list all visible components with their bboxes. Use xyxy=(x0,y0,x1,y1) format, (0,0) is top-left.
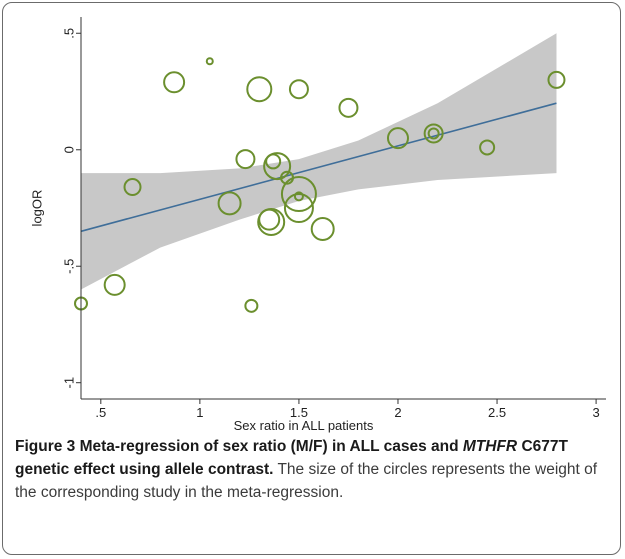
data-point-3 xyxy=(123,178,142,197)
data-point-7 xyxy=(235,149,256,170)
data-point-16 xyxy=(283,193,314,223)
data-point-8 xyxy=(244,298,259,313)
data-point-22 xyxy=(423,123,444,144)
x-tick-label-4: 2 xyxy=(394,405,401,420)
x-tick-label-5: 2.5 xyxy=(488,405,506,420)
x-tick-label-3: 1.5 xyxy=(290,405,308,420)
data-point-20 xyxy=(338,97,359,118)
data-point-15 xyxy=(280,176,317,213)
data-point-11 xyxy=(257,207,286,236)
x-axis-title: Sex ratio in ALL patients xyxy=(234,418,374,433)
y-tick-label-4: .5 xyxy=(62,28,77,39)
caption-body: The size of the circles represents the w… xyxy=(15,461,598,501)
scatter-chart: .5 1 1.5 2 2.5 3 -1 -.5 0 .5 Sex ratio in ALL pati… xyxy=(30,17,606,433)
y-axis-title: logOR xyxy=(30,190,45,227)
data-point-19 xyxy=(310,216,335,241)
data-point-25 xyxy=(547,70,566,89)
x-tick-label-1: .5 xyxy=(95,405,106,420)
y-tick-label-3: 0 xyxy=(62,146,77,153)
data-point-13 xyxy=(263,152,292,181)
x-tick-label-2: 1 xyxy=(196,405,203,420)
figure-caption: Figure 3 Meta-regression of sex ratio (M… xyxy=(15,435,609,504)
data-point-9 xyxy=(246,76,273,103)
data-point-4 xyxy=(163,71,186,94)
confidence-band xyxy=(81,33,557,290)
y-tick-label-2: -.5 xyxy=(62,259,77,274)
data-point-5 xyxy=(205,57,214,66)
data-point-23 xyxy=(427,127,440,140)
figure-card: .5 1 1.5 2 2.5 3 -1 -.5 0 .5 Sex ratio in ALL pati… xyxy=(2,2,621,555)
data-point-2 xyxy=(103,273,126,296)
data-point-24 xyxy=(479,139,496,156)
x-tick-label-6: 3 xyxy=(592,405,599,420)
data-point-17 xyxy=(293,191,304,202)
y-tick-label-1: -1 xyxy=(62,377,77,389)
caption-bold-prefix: Figure 3 Meta-regression of sex ratio (M… xyxy=(15,438,463,455)
data-point-21 xyxy=(386,127,409,150)
data-point-18 xyxy=(288,79,309,100)
caption-bold-suffix: C677T genetic effect using allele contra… xyxy=(15,438,568,478)
caption-gene-name: MTHFR xyxy=(462,438,518,455)
data-point-6 xyxy=(217,191,242,216)
regression-line xyxy=(80,102,557,233)
